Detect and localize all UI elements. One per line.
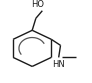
- Text: HN: HN: [52, 60, 65, 69]
- Text: HO: HO: [31, 0, 44, 9]
